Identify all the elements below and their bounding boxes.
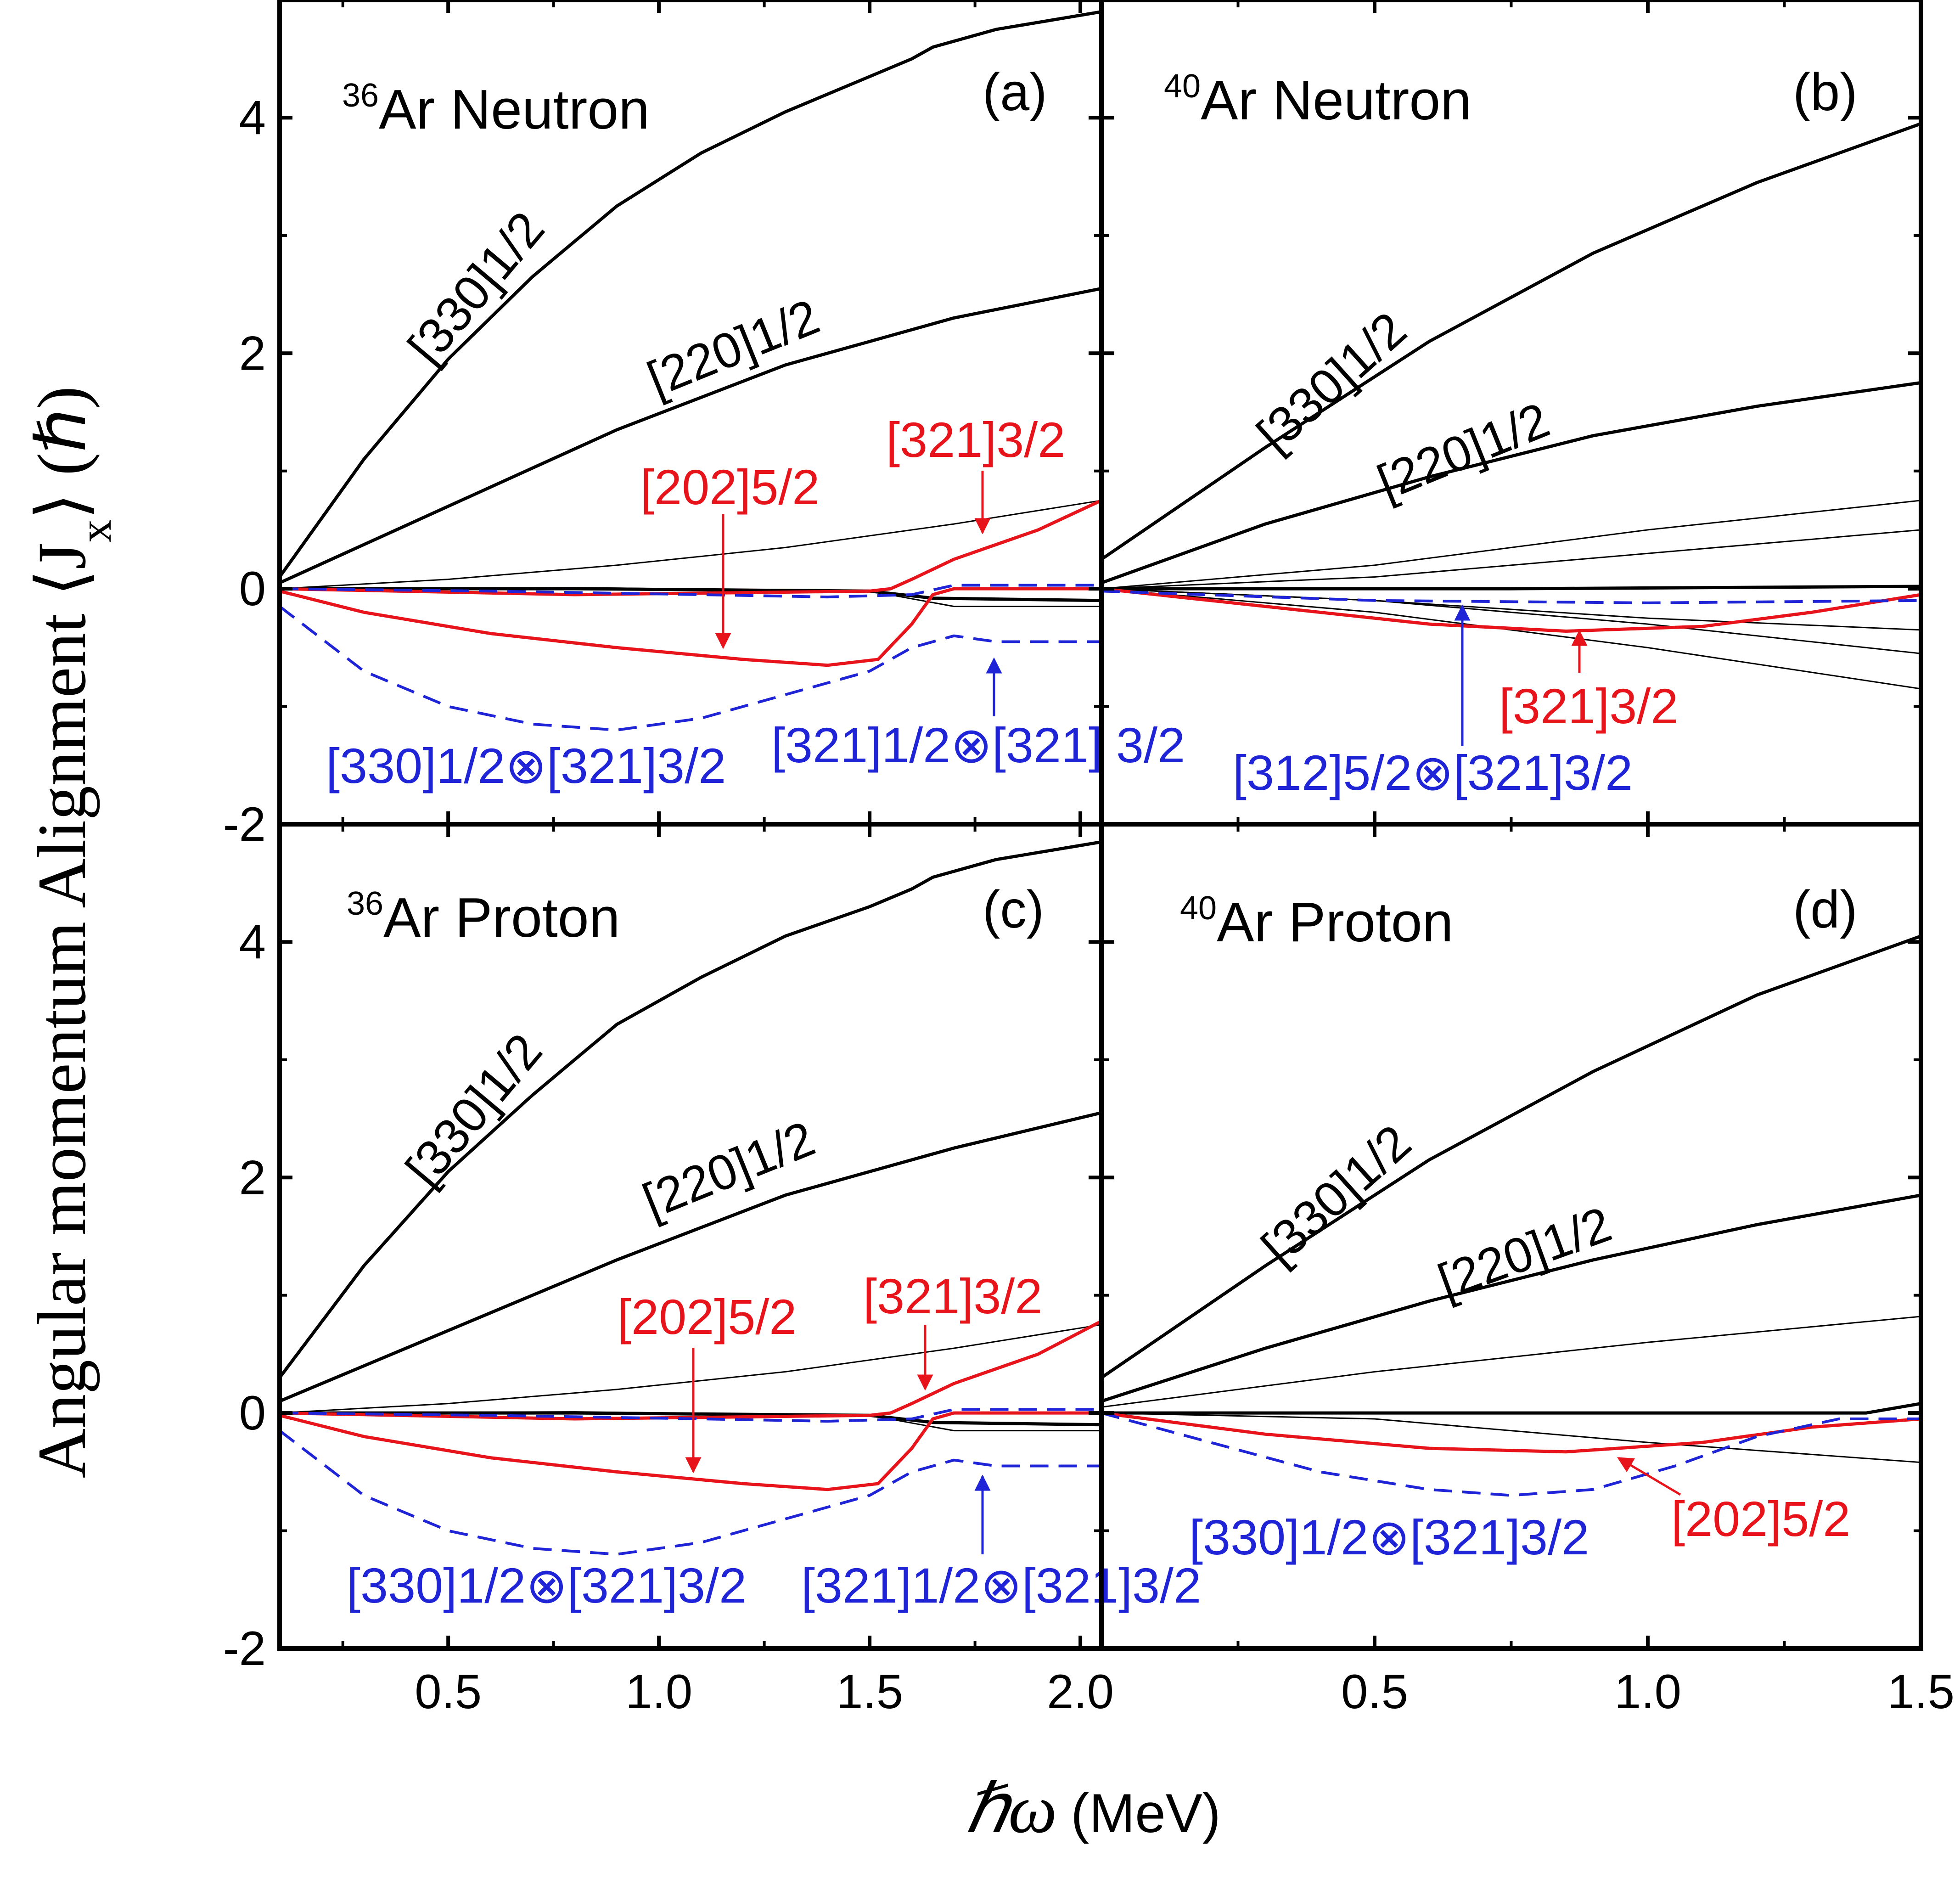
panel-b-series-2	[1101, 500, 1921, 590]
panel-c-series-7	[279, 1429, 1101, 1556]
panel-d-series-6	[1101, 1412, 1921, 1497]
panel-b-label-330: [330]1/2	[1246, 301, 1416, 462]
panel-c-label-321-32: [321]3/2	[863, 1268, 1042, 1324]
panel-b-label-321-32: [321]3/2	[1499, 678, 1678, 734]
panel-d-title: 40Ar Proton	[1180, 890, 1453, 953]
panel-d-series-4	[1101, 1412, 1921, 1463]
panel-c-ytick-label-0: 4	[239, 915, 266, 969]
panel-c-letter: (c)	[983, 880, 1044, 939]
panel-a-letter: (a)	[983, 63, 1047, 122]
x-axis-label: ℏω (MeV)	[965, 1771, 1221, 1847]
panel-a-series-1	[279, 287, 1102, 585]
panel-d-series-2	[1101, 1316, 1921, 1408]
panel-d-xtick-label-2: 1.5	[1887, 1665, 1954, 1719]
panel-a-label-202-52: [202]5/2	[640, 459, 820, 515]
panel-a-ytick-label-2: 0	[239, 562, 266, 616]
panel-a-series-0	[278, 10, 1102, 578]
panel-d-label-330: [330]1/2	[1251, 1114, 1421, 1275]
y-axis-label: Angular momentum Alignment ⟨Jx⟩ (ℏ)	[24, 386, 121, 1479]
panel-a-series-6	[279, 587, 1101, 667]
panel-b: 40Ar Neutron (b) [330]1/2 [220]1/2 [321]…	[1099, 0, 1923, 827]
panel-d-label-220: [220]1/2	[1431, 1196, 1618, 1309]
panel-c-label-330: [330]1/2	[395, 1023, 553, 1196]
panel-c-series-1	[279, 1111, 1102, 1403]
panel-c-ytick-label-3: -2	[223, 1622, 266, 1676]
panel-d-arrow-202-52	[1617, 1457, 1681, 1496]
panel-b-series-8	[1101, 587, 1921, 633]
panel-c-series-0	[278, 840, 1102, 1379]
panel-c-curves	[278, 840, 1102, 1556]
panel-a-label-330x321: [330]1/2⊗[321]3/2	[326, 738, 726, 793]
panel-c-series-2	[279, 1324, 1102, 1414]
panel-d-series-5	[1101, 1411, 1921, 1454]
panel-d-xtick-label-0: 0.5	[1341, 1665, 1408, 1719]
panel-c-label-330x321: [330]1/2⊗[321]3/2	[347, 1558, 747, 1613]
panel-d-ticks: 0.5 1.0 1.5	[1101, 824, 1954, 1719]
panel-b-series-0	[1101, 122, 1922, 561]
panel-d: 0.5 1.0 1.5 40Ar Proton (d) [330]1/2 [220]…	[1099, 822, 1954, 1719]
panel-c-title: 36Ar Proton	[347, 885, 620, 949]
panel-c-ytick-label-1: 2	[239, 1151, 266, 1204]
panel-a-series-7	[279, 605, 1101, 731]
panel-c: 4 2 0 -2 0.5 1.0 1.5 2.0 36Ar Proton (c) [330]1…	[223, 822, 1201, 1719]
panel-b-title: 40Ar Neutron	[1164, 68, 1471, 131]
panel-a-curves	[278, 10, 1102, 731]
panel-a-ytick-label-3: -2	[223, 798, 266, 851]
panel-d-curves	[1101, 934, 1922, 1497]
panel-a-label-220: [220]1/2	[640, 288, 826, 407]
panel-a-series-8	[279, 584, 1101, 599]
panel-b-series-1	[1101, 381, 1921, 585]
panel-a-ytick-label-0: 4	[239, 91, 266, 145]
panel-c-series-8	[279, 1408, 1101, 1423]
panel-c-label-202-52: [202]5/2	[618, 1289, 797, 1345]
panel-a-label-321-32: [321]3/2	[886, 412, 1065, 467]
panel-c-xtick-label-1: 1.0	[625, 1665, 692, 1719]
panel-b-label-312x321: [312]5/2⊗[321]3/2	[1233, 745, 1633, 800]
panel-d-label-202-52: [202]5/2	[1671, 1491, 1850, 1547]
panel-a: 4 2 0 -2 36Ar Neutron (a) [330]1/2 [220]1/2…	[223, 0, 1185, 851]
panel-c-label-220: [220]1/2	[635, 1110, 822, 1229]
panel-a-title: 36Ar Neutron	[342, 77, 650, 141]
panel-c-label-321x321: [321]1/2⊗[321]3/2	[801, 1558, 1201, 1613]
panel-d-xtick-label-1: 1.0	[1614, 1665, 1681, 1719]
panel-b-series-9	[1101, 590, 1921, 604]
panel-b-series-4	[1101, 585, 1921, 591]
panel-d-series-0	[1101, 934, 1922, 1379]
panel-c-ytick-label-2: 0	[239, 1386, 266, 1440]
panel-b-series-6	[1101, 588, 1921, 654]
panel-a-label-330: [330]1/2	[397, 201, 555, 374]
panel-d-label-330x321: [330]1/2⊗[321]3/2	[1189, 1509, 1589, 1565]
panel-a-label-321x321: [321]1/2⊗[321] 3/2	[771, 717, 1185, 773]
panel-b-letter: (b)	[1793, 63, 1858, 122]
panel-c-xtick-label-2: 1.5	[836, 1665, 903, 1719]
panel-a-ytick-label-1: 2	[239, 326, 266, 380]
panel-c-xtick-label-3: 2.0	[1047, 1665, 1114, 1719]
panel-c-series-6	[279, 1411, 1101, 1491]
panel-b-series-7	[1101, 588, 1921, 631]
panel-d-letter: (d)	[1793, 880, 1858, 939]
panel-b-series-3	[1101, 529, 1921, 590]
panel-a-ticks: 4 2 0 -2	[223, 0, 1101, 851]
panel-b-label-220: [220]1/2	[1370, 392, 1556, 510]
panel-b-curves	[1101, 122, 1922, 690]
panel-c-xtick-label-0: 0.5	[415, 1665, 482, 1719]
panel-d-series-3	[1101, 1402, 1921, 1415]
panel-d-series-1	[1101, 1193, 1921, 1403]
panel-b-series-5	[1101, 588, 1921, 690]
